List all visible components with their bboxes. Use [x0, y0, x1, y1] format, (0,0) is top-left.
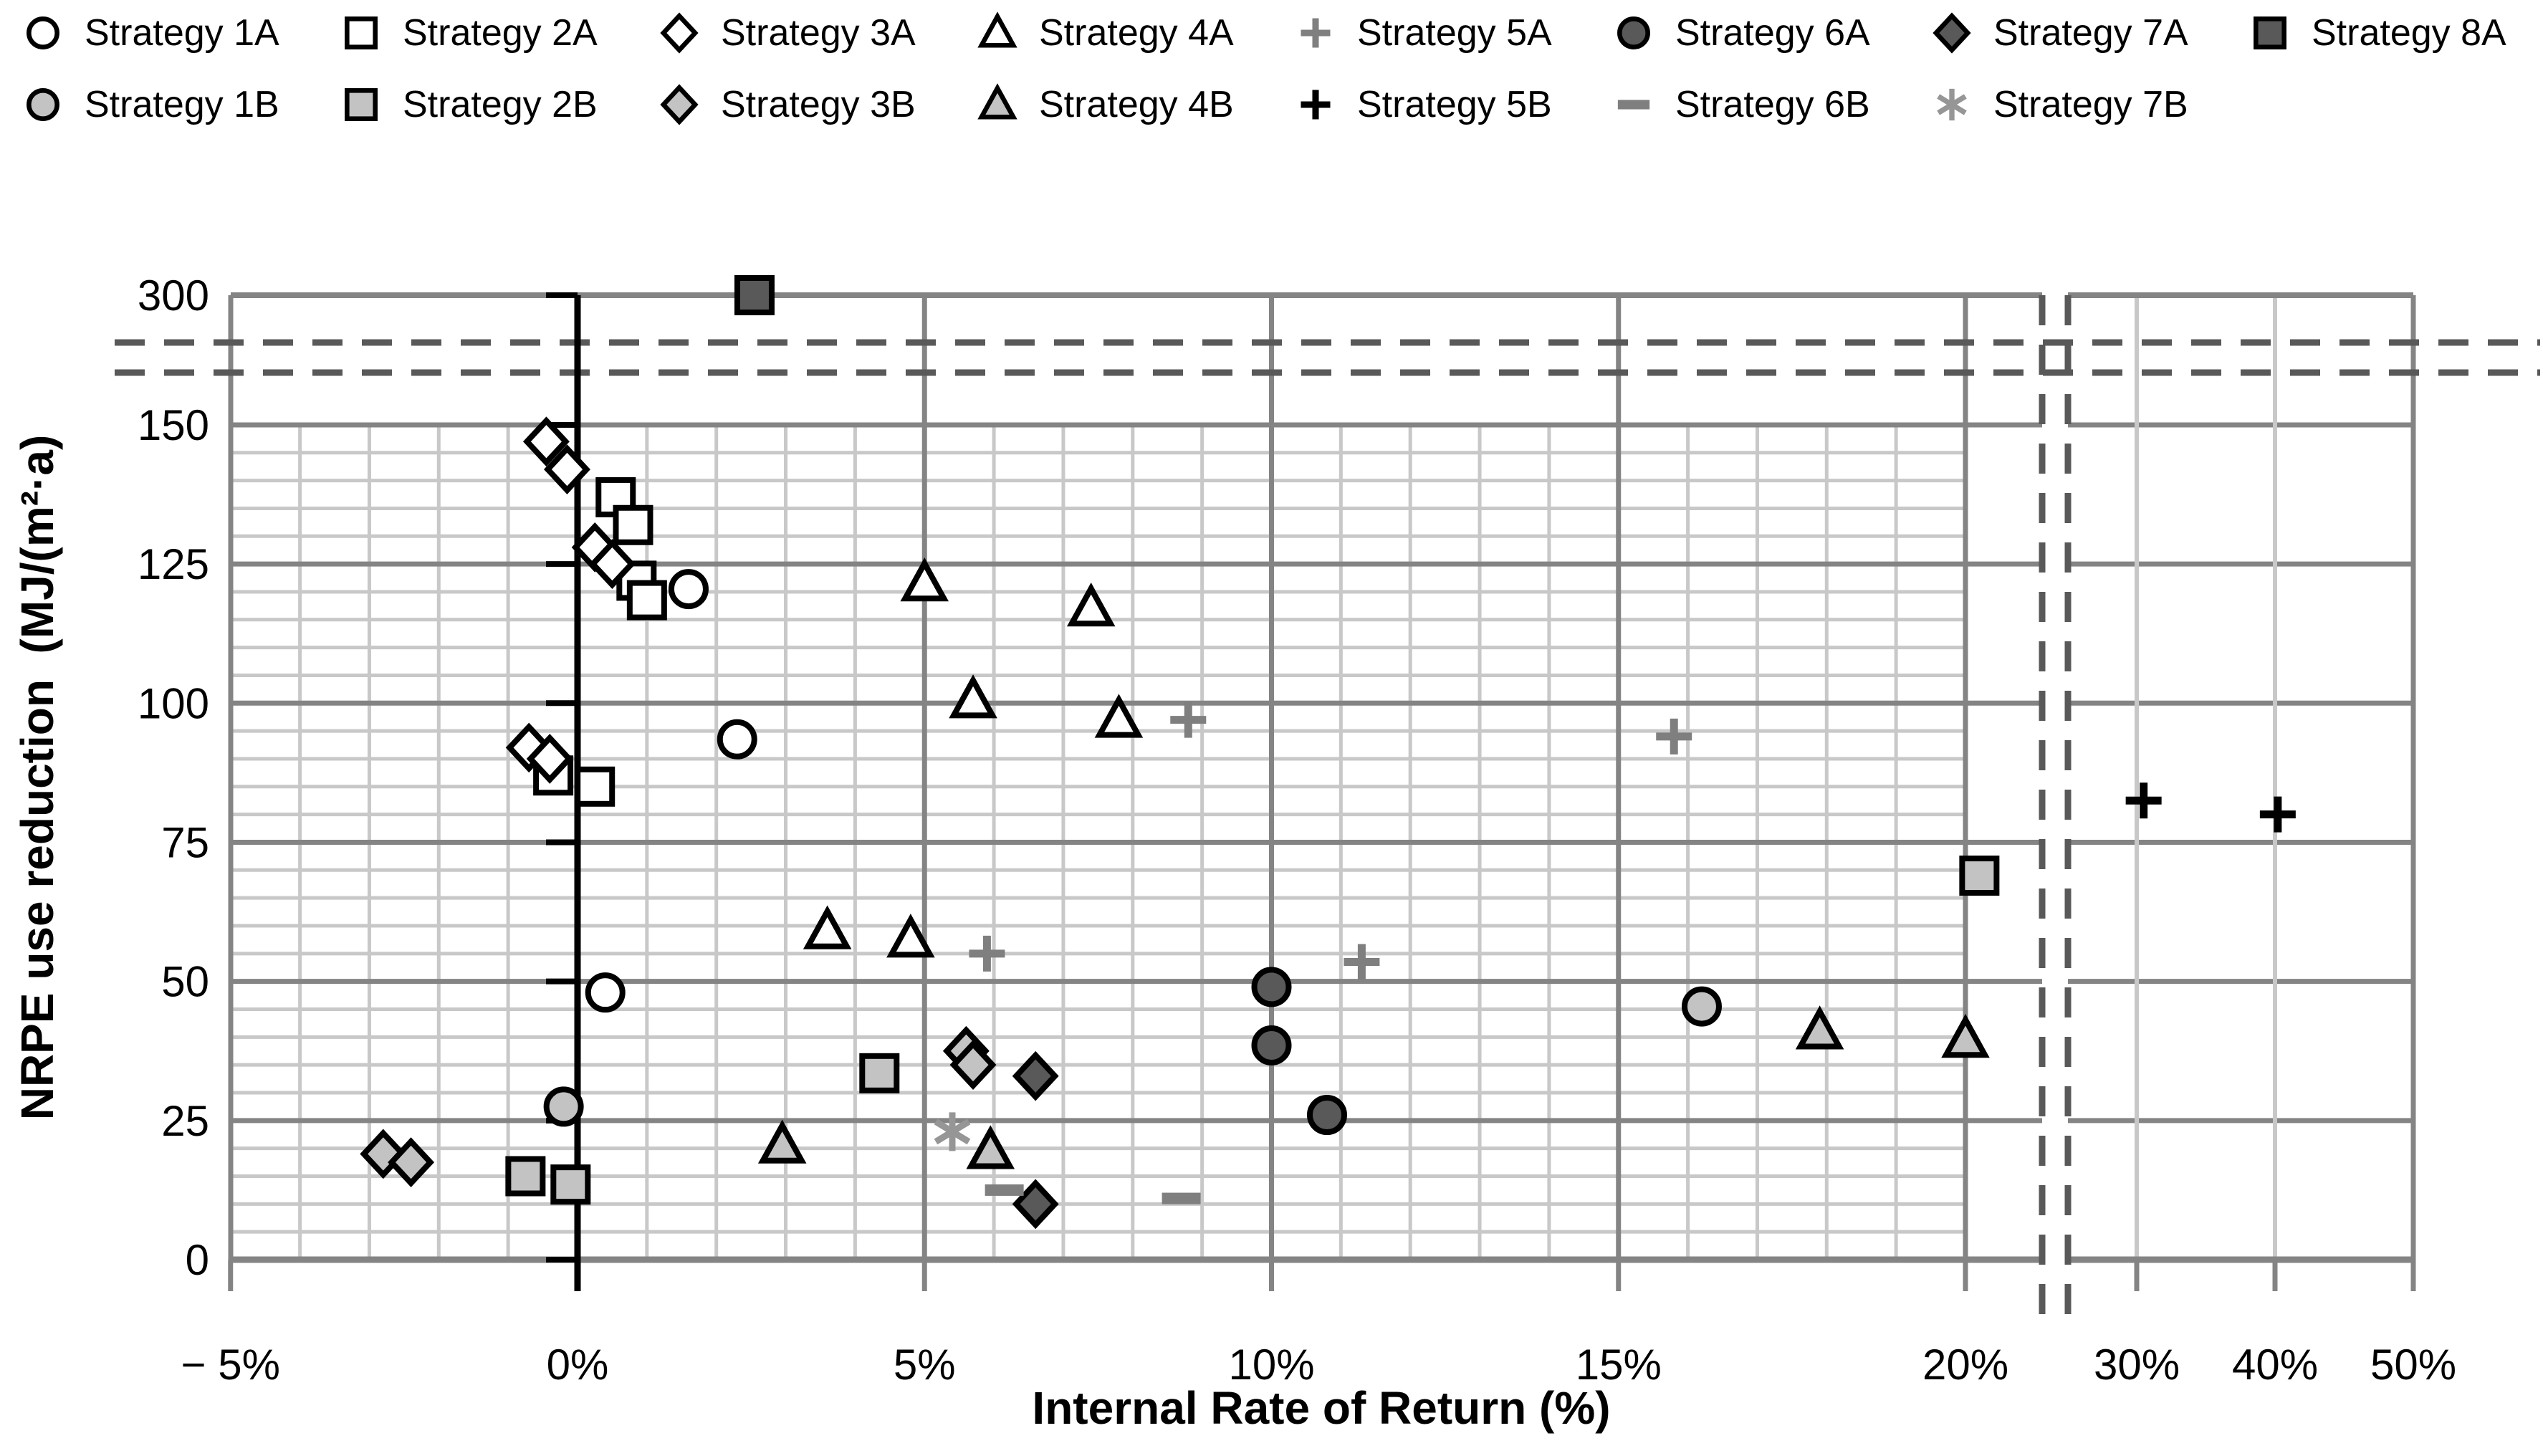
svg-text:100: 100	[138, 679, 209, 727]
svg-text:5%: 5%	[894, 1341, 956, 1389]
legend-item-6b: Strategy 6B	[1611, 80, 1870, 129]
triangle-marker-icon	[977, 11, 1017, 48]
legend-item-7b: Strategy 7B	[1929, 80, 2188, 129]
triangle-marker-icon	[977, 83, 1017, 120]
y-tick-labels: 0 25 50 75 100 125 150 300	[138, 272, 209, 1284]
svg-text:125: 125	[138, 540, 209, 588]
x-tick-marks	[228, 1260, 2416, 1291]
series-1B-points	[543, 986, 1722, 1127]
svg-text:25: 25	[161, 1097, 209, 1145]
legend-label-7b: Strategy 7B	[1993, 84, 2188, 125]
legend-item-3b: Strategy 3B	[656, 80, 916, 129]
legend-item-1b: Strategy 1B	[20, 80, 279, 129]
x-tick-labels: − 5% 0% 5% 10% 15% 20% 30% 40% 50%	[181, 1341, 2457, 1389]
circle-marker-icon	[27, 88, 59, 121]
svg-text:15%: 15%	[1576, 1341, 1662, 1389]
legend-item-5a: Strategy 5A	[1293, 9, 1552, 57]
svg-text:0: 0	[186, 1236, 209, 1284]
series-5A-points	[969, 701, 1692, 980]
square-marker-icon	[2254, 16, 2286, 49]
svg-text:75: 75	[161, 818, 209, 866]
series-7B-points	[934, 1112, 971, 1151]
axis-break-dashes	[115, 295, 2540, 1324]
series-4B-points	[757, 1005, 1990, 1169]
svg-text:− 5%: − 5%	[181, 1341, 280, 1389]
square-marker-icon	[345, 88, 378, 121]
legend-item-2b: Strategy 2B	[338, 80, 598, 129]
series-7A-points	[1012, 1050, 1059, 1230]
diamond-marker-icon	[660, 12, 699, 54]
legend-label-5b: Strategy 5B	[1357, 84, 1552, 125]
series-2A-points	[533, 476, 667, 807]
plus-marker-icon	[1301, 18, 1331, 48]
legend-label-2a: Strategy 2A	[403, 12, 598, 54]
legend-item-3a: Strategy 3A	[656, 9, 916, 57]
legend-label-5a: Strategy 5A	[1357, 12, 1552, 54]
svg-text:0%: 0%	[547, 1341, 609, 1389]
series-6B-points	[985, 1184, 1201, 1204]
legend-label-3a: Strategy 3A	[721, 12, 916, 54]
asterisk-marker-icon	[1937, 88, 1967, 121]
svg-text:50%: 50%	[2370, 1341, 2456, 1389]
legend-label-1a: Strategy 1A	[85, 12, 279, 54]
svg-text:300: 300	[138, 272, 209, 320]
series-4A-points	[803, 557, 1144, 958]
svg-text:20%: 20%	[1922, 1341, 2008, 1389]
x-axis-title: Internal Rate of Return (%)	[1032, 1382, 1611, 1434]
series-3A-points	[505, 416, 636, 784]
legend-item-6a: Strategy 6A	[1611, 9, 1870, 57]
plus-marker-icon	[1301, 90, 1331, 120]
legend-label-4a: Strategy 4A	[1039, 12, 1234, 54]
series-3B-points	[360, 1025, 997, 1187]
legend-label-2b: Strategy 2B	[403, 84, 598, 125]
legend-item-7a: Strategy 7A	[1929, 9, 2188, 57]
dash-marker-icon	[1617, 100, 1650, 110]
legend-label-7a: Strategy 7A	[1993, 12, 2188, 54]
circle-marker-icon	[1617, 16, 1650, 49]
legend-label-1b: Strategy 1B	[85, 84, 279, 125]
legend-item-2a: Strategy 2A	[338, 9, 598, 57]
legend-label-3b: Strategy 3B	[721, 84, 916, 125]
legend-label-4b: Strategy 4B	[1039, 84, 1234, 125]
legend-item-4a: Strategy 4A	[974, 9, 1234, 57]
svg-text:10%: 10%	[1228, 1341, 1314, 1389]
svg-text:150: 150	[138, 401, 209, 449]
legend-item-1a: Strategy 1A	[20, 9, 279, 57]
legend-label-8a: Strategy 8A	[2312, 12, 2506, 54]
legend-item-4b: Strategy 4B	[974, 80, 1234, 129]
legend-item-8a: Strategy 8A	[2247, 9, 2506, 57]
svg-text:30%: 30%	[2094, 1341, 2180, 1389]
diamond-marker-icon	[1933, 12, 1971, 54]
legend-item-5b: Strategy 5B	[1293, 80, 1552, 129]
diamond-marker-icon	[660, 84, 699, 125]
svg-text:50: 50	[161, 958, 209, 1006]
y-axis-title: NRPE use reduction (MJ/(m²·a)	[11, 434, 63, 1121]
series-8A-points	[734, 275, 775, 315]
series-1A-points	[585, 569, 757, 1013]
gridlines	[231, 295, 2413, 1260]
legend-label-6b: Strategy 6B	[1675, 84, 1870, 125]
plot-border	[228, 292, 2416, 1291]
series-5B-points	[2125, 782, 2296, 833]
circle-marker-icon	[27, 16, 59, 49]
square-marker-icon	[345, 16, 378, 49]
series-6A-points	[1251, 967, 1347, 1136]
legend-label-6a: Strategy 6A	[1675, 12, 1870, 54]
series-2B-points	[505, 856, 2000, 1205]
svg-text:40%: 40%	[2232, 1341, 2318, 1389]
